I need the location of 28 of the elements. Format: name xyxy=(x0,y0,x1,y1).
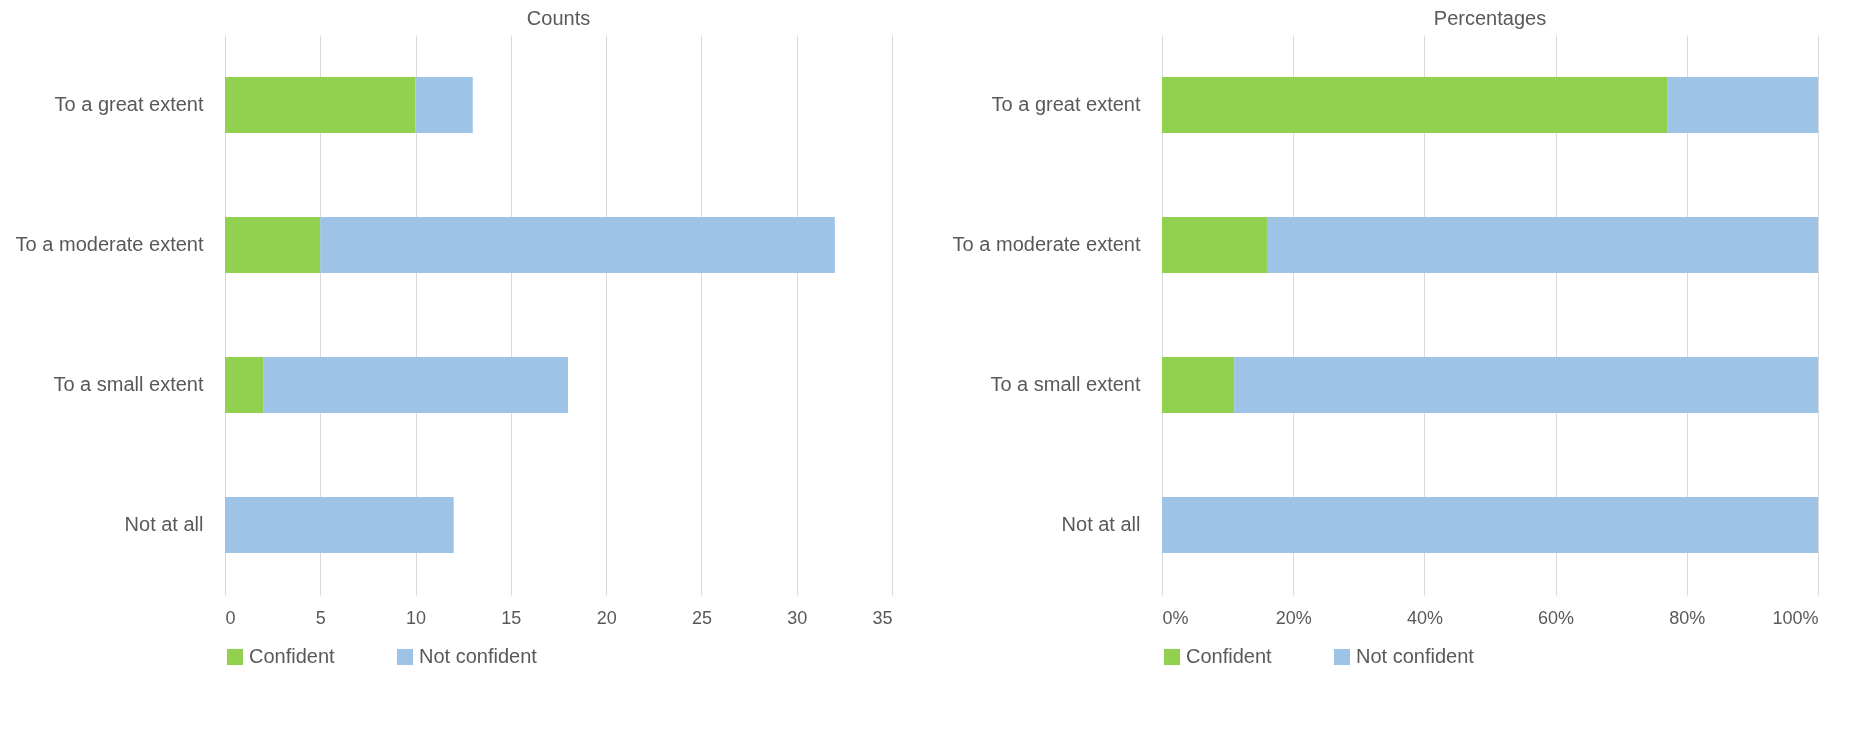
x-tick-label: 35 xyxy=(872,607,893,628)
legend-label: Confident xyxy=(1186,645,1273,667)
y-tick-label: Not at all xyxy=(1061,513,1141,535)
chart-title: Counts xyxy=(526,7,591,29)
x-tick-label: 5 xyxy=(315,607,326,628)
x-tick-label: 60% xyxy=(1538,607,1575,628)
x-tick-label: 0% xyxy=(1162,607,1189,628)
y-tick-label: Not at all xyxy=(124,513,204,535)
x-tick-label: 15 xyxy=(501,607,522,628)
x-tick-label: 80% xyxy=(1669,607,1706,628)
x-tick-label: 20 xyxy=(596,607,617,628)
y-tick-label: To a small extent xyxy=(53,373,204,395)
x-tick-label: 20% xyxy=(1275,607,1312,628)
y-tick-label: To a moderate extent xyxy=(952,233,1141,255)
legend-label: Confident xyxy=(249,645,336,667)
y-tick-label: To a great extent xyxy=(54,93,204,115)
x-tick-label: 25 xyxy=(691,607,712,628)
y-tick-label: To a great extent xyxy=(991,93,1141,115)
x-tick-label: 10 xyxy=(406,607,427,628)
chart-title: Percentages xyxy=(1433,7,1547,29)
legend-label: Not confident xyxy=(419,645,538,667)
x-tick-label: 40% xyxy=(1406,607,1443,628)
legend-label: Not confident xyxy=(1356,645,1475,667)
x-tick-label: 100% xyxy=(1772,607,1819,628)
y-tick-label: To a small extent xyxy=(990,373,1141,395)
y-tick-label: To a moderate extent xyxy=(15,233,204,255)
x-tick-label: 30 xyxy=(787,607,808,628)
x-tick-label: 0 xyxy=(225,607,236,628)
